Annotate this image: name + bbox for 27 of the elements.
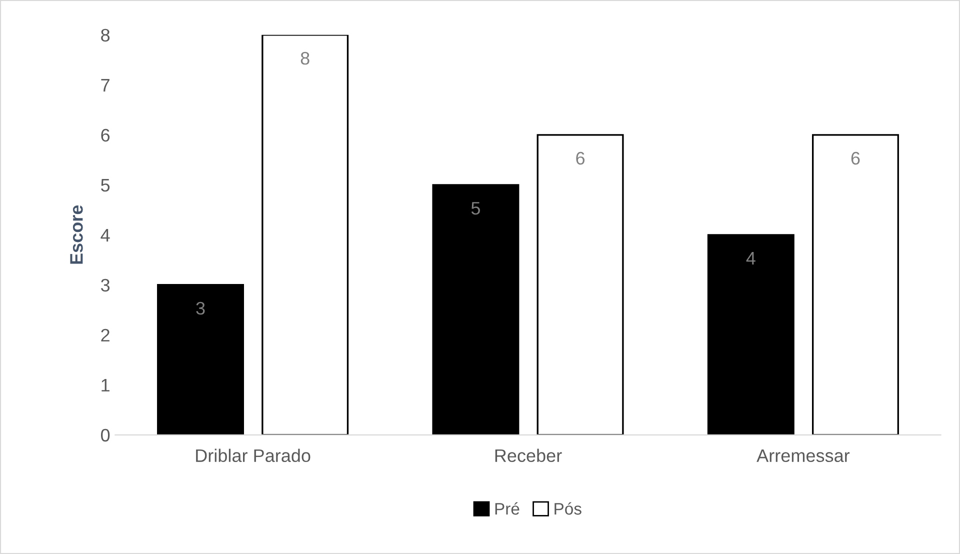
legend-label: Pós <box>554 502 582 515</box>
data-label: 3 <box>196 302 205 315</box>
data-label: 6 <box>576 152 585 165</box>
x-tick-label: Arremessar <box>756 449 850 462</box>
bar <box>432 184 520 435</box>
data-label: 6 <box>851 152 860 165</box>
y-tick-label: 7 <box>101 79 110 92</box>
y-tick-label: 8 <box>101 28 110 42</box>
bar <box>536 134 624 435</box>
data-label: 4 <box>746 252 756 264</box>
bar <box>707 234 794 435</box>
y-tick-label: 4 <box>100 229 110 242</box>
y-tick-label: 1 <box>102 379 110 392</box>
y-tick-label: 5 <box>101 179 110 192</box>
y-tick-label: 3 <box>100 278 110 292</box>
y-tick-label: 0 <box>101 428 110 442</box>
y-tick-label: 6 <box>101 128 110 142</box>
bar <box>812 134 899 435</box>
y-axis-title: Escore <box>70 205 83 264</box>
bar <box>262 34 349 435</box>
data-label: 5 <box>471 202 480 215</box>
data-label: 8 <box>300 52 310 65</box>
y-tick-label: 2 <box>101 328 110 342</box>
x-tick-label: Receber <box>495 448 562 462</box>
bar <box>157 284 244 435</box>
legend-label: Pré <box>495 502 520 515</box>
x-tick-label: Driblar Parado <box>196 448 310 462</box>
